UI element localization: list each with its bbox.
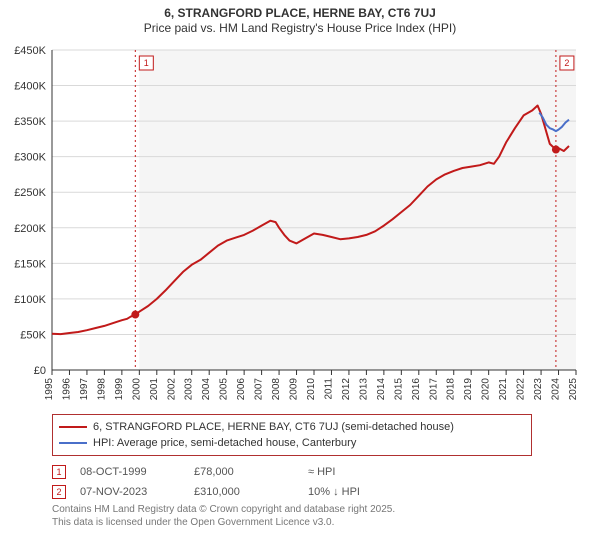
svg-text:2006: 2006 bbox=[236, 378, 247, 401]
title-address: 6, STRANGFORD PLACE, HERNE BAY, CT6 7UJ bbox=[4, 6, 596, 21]
svg-text:2002: 2002 bbox=[166, 378, 177, 401]
sale-price: £78,000 bbox=[194, 466, 294, 478]
svg-text:2023: 2023 bbox=[533, 378, 544, 401]
price-chart: £0 £50K £100K £150K £200K £250K £300K £350K £400… bbox=[4, 38, 596, 408]
svg-text:2009: 2009 bbox=[289, 378, 300, 401]
svg-text:£50K: £50K bbox=[20, 329, 46, 341]
svg-text:1: 1 bbox=[144, 58, 149, 68]
legend-row: 6, STRANGFORD PLACE, HERNE BAY, CT6 7UJ … bbox=[59, 419, 525, 435]
svg-text:2014: 2014 bbox=[376, 378, 387, 401]
svg-text:£300K: £300K bbox=[14, 152, 46, 164]
svg-text:2017: 2017 bbox=[428, 378, 439, 401]
sales-table: 1 08-OCT-1999 £78,000 ≈ HPI 2 07-NOV-202… bbox=[52, 462, 596, 502]
svg-text:2003: 2003 bbox=[184, 378, 195, 401]
legend-swatch-series2 bbox=[59, 442, 87, 444]
legend-label-series2: HPI: Average price, semi-detached house,… bbox=[93, 437, 356, 449]
chart-plot-area: £0 £50K £100K £150K £200K £250K £300K £350K £400… bbox=[4, 38, 596, 408]
svg-text:£400K: £400K bbox=[14, 81, 46, 93]
footer-copyright: Contains HM Land Registry data © Crown c… bbox=[52, 504, 596, 517]
sale-price: £310,000 bbox=[194, 486, 294, 498]
chart-container: 6, STRANGFORD PLACE, HERNE BAY, CT6 7UJ … bbox=[0, 0, 600, 560]
svg-text:£200K: £200K bbox=[14, 223, 46, 235]
svg-text:2016: 2016 bbox=[411, 378, 422, 401]
footer-licence: This data is licensed under the Open Gov… bbox=[52, 517, 596, 530]
svg-text:1995: 1995 bbox=[44, 378, 55, 401]
svg-text:2025: 2025 bbox=[568, 378, 579, 401]
svg-text:2010: 2010 bbox=[306, 378, 317, 401]
chart-legend: 6, STRANGFORD PLACE, HERNE BAY, CT6 7UJ … bbox=[52, 414, 532, 456]
svg-text:1999: 1999 bbox=[114, 378, 125, 401]
svg-text:2012: 2012 bbox=[341, 378, 352, 401]
chart-title: 6, STRANGFORD PLACE, HERNE BAY, CT6 7UJ … bbox=[4, 6, 596, 36]
svg-text:£350K: £350K bbox=[14, 116, 46, 128]
legend-swatch-series1 bbox=[59, 426, 87, 428]
svg-text:£0: £0 bbox=[34, 365, 46, 377]
svg-text:2004: 2004 bbox=[201, 378, 212, 401]
svg-text:2001: 2001 bbox=[149, 378, 160, 401]
svg-text:£250K: £250K bbox=[14, 187, 46, 199]
svg-text:£450K: £450K bbox=[14, 45, 46, 57]
table-row: 2 07-NOV-2023 £310,000 10% ↓ HPI bbox=[52, 482, 596, 502]
title-subtitle: Price paid vs. HM Land Registry's House … bbox=[4, 21, 596, 36]
svg-text:2000: 2000 bbox=[131, 378, 142, 401]
sale-vs-hpi: 10% ↓ HPI bbox=[308, 486, 448, 498]
sale-vs-hpi: ≈ HPI bbox=[308, 466, 448, 478]
svg-text:2013: 2013 bbox=[358, 378, 369, 401]
svg-text:2018: 2018 bbox=[446, 378, 457, 401]
svg-text:1998: 1998 bbox=[96, 378, 107, 401]
svg-text:1996: 1996 bbox=[61, 378, 72, 401]
svg-text:2021: 2021 bbox=[498, 378, 509, 401]
svg-text:2011: 2011 bbox=[323, 378, 334, 400]
legend-row: HPI: Average price, semi-detached house,… bbox=[59, 435, 525, 451]
svg-text:2: 2 bbox=[564, 58, 569, 68]
legend-label-series1: 6, STRANGFORD PLACE, HERNE BAY, CT6 7UJ … bbox=[93, 421, 454, 433]
table-row: 1 08-OCT-1999 £78,000 ≈ HPI bbox=[52, 462, 596, 482]
svg-text:2019: 2019 bbox=[463, 378, 474, 401]
svg-text:2015: 2015 bbox=[393, 378, 404, 401]
chart-footer: Contains HM Land Registry data © Crown c… bbox=[52, 504, 596, 529]
sale-marker-icon: 1 bbox=[52, 465, 66, 479]
svg-text:1997: 1997 bbox=[79, 378, 90, 401]
svg-text:2022: 2022 bbox=[516, 378, 527, 401]
svg-text:2020: 2020 bbox=[481, 378, 492, 401]
svg-text:2007: 2007 bbox=[254, 378, 265, 401]
sale-marker-icon: 2 bbox=[52, 485, 66, 499]
svg-text:£100K: £100K bbox=[14, 294, 46, 306]
svg-text:2005: 2005 bbox=[219, 378, 230, 401]
svg-text:2024: 2024 bbox=[551, 378, 562, 401]
sale-date: 08-OCT-1999 bbox=[80, 466, 180, 478]
sale-date: 07-NOV-2023 bbox=[80, 486, 180, 498]
svg-text:£150K: £150K bbox=[14, 258, 46, 270]
svg-text:2008: 2008 bbox=[271, 378, 282, 401]
